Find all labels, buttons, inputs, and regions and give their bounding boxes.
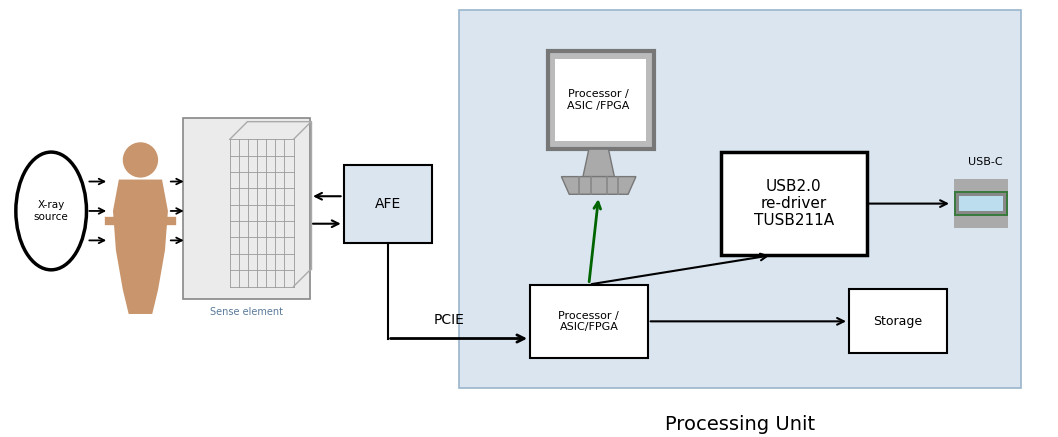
FancyBboxPatch shape <box>722 152 867 255</box>
FancyBboxPatch shape <box>555 59 645 141</box>
FancyBboxPatch shape <box>954 189 1008 218</box>
FancyBboxPatch shape <box>344 165 432 243</box>
Text: Sense element: Sense element <box>209 307 282 317</box>
FancyBboxPatch shape <box>849 289 947 353</box>
FancyBboxPatch shape <box>183 118 310 299</box>
Text: USB-C: USB-C <box>968 157 1003 167</box>
Circle shape <box>123 142 158 177</box>
Text: Storage: Storage <box>873 315 923 328</box>
Polygon shape <box>113 180 168 314</box>
FancyBboxPatch shape <box>459 10 1021 388</box>
Polygon shape <box>562 177 636 194</box>
FancyBboxPatch shape <box>959 196 1003 212</box>
Text: Processing Unit: Processing Unit <box>664 415 815 434</box>
Text: Processor /
ASIC/FPGA: Processor / ASIC/FPGA <box>559 311 619 332</box>
FancyBboxPatch shape <box>954 179 1008 191</box>
Polygon shape <box>583 149 615 177</box>
FancyBboxPatch shape <box>955 193 1006 215</box>
Ellipse shape <box>16 152 87 270</box>
Text: Processor /
ASIC /FPGA: Processor / ASIC /FPGA <box>567 89 630 111</box>
FancyBboxPatch shape <box>954 216 1008 228</box>
Text: AFE: AFE <box>375 197 401 211</box>
Text: USB2.0
re-driver
TUSB211A: USB2.0 re-driver TUSB211A <box>754 179 834 229</box>
Text: X-ray
source: X-ray source <box>34 200 69 222</box>
Text: PCIE: PCIE <box>434 313 464 327</box>
FancyBboxPatch shape <box>548 51 654 149</box>
FancyBboxPatch shape <box>530 284 647 358</box>
